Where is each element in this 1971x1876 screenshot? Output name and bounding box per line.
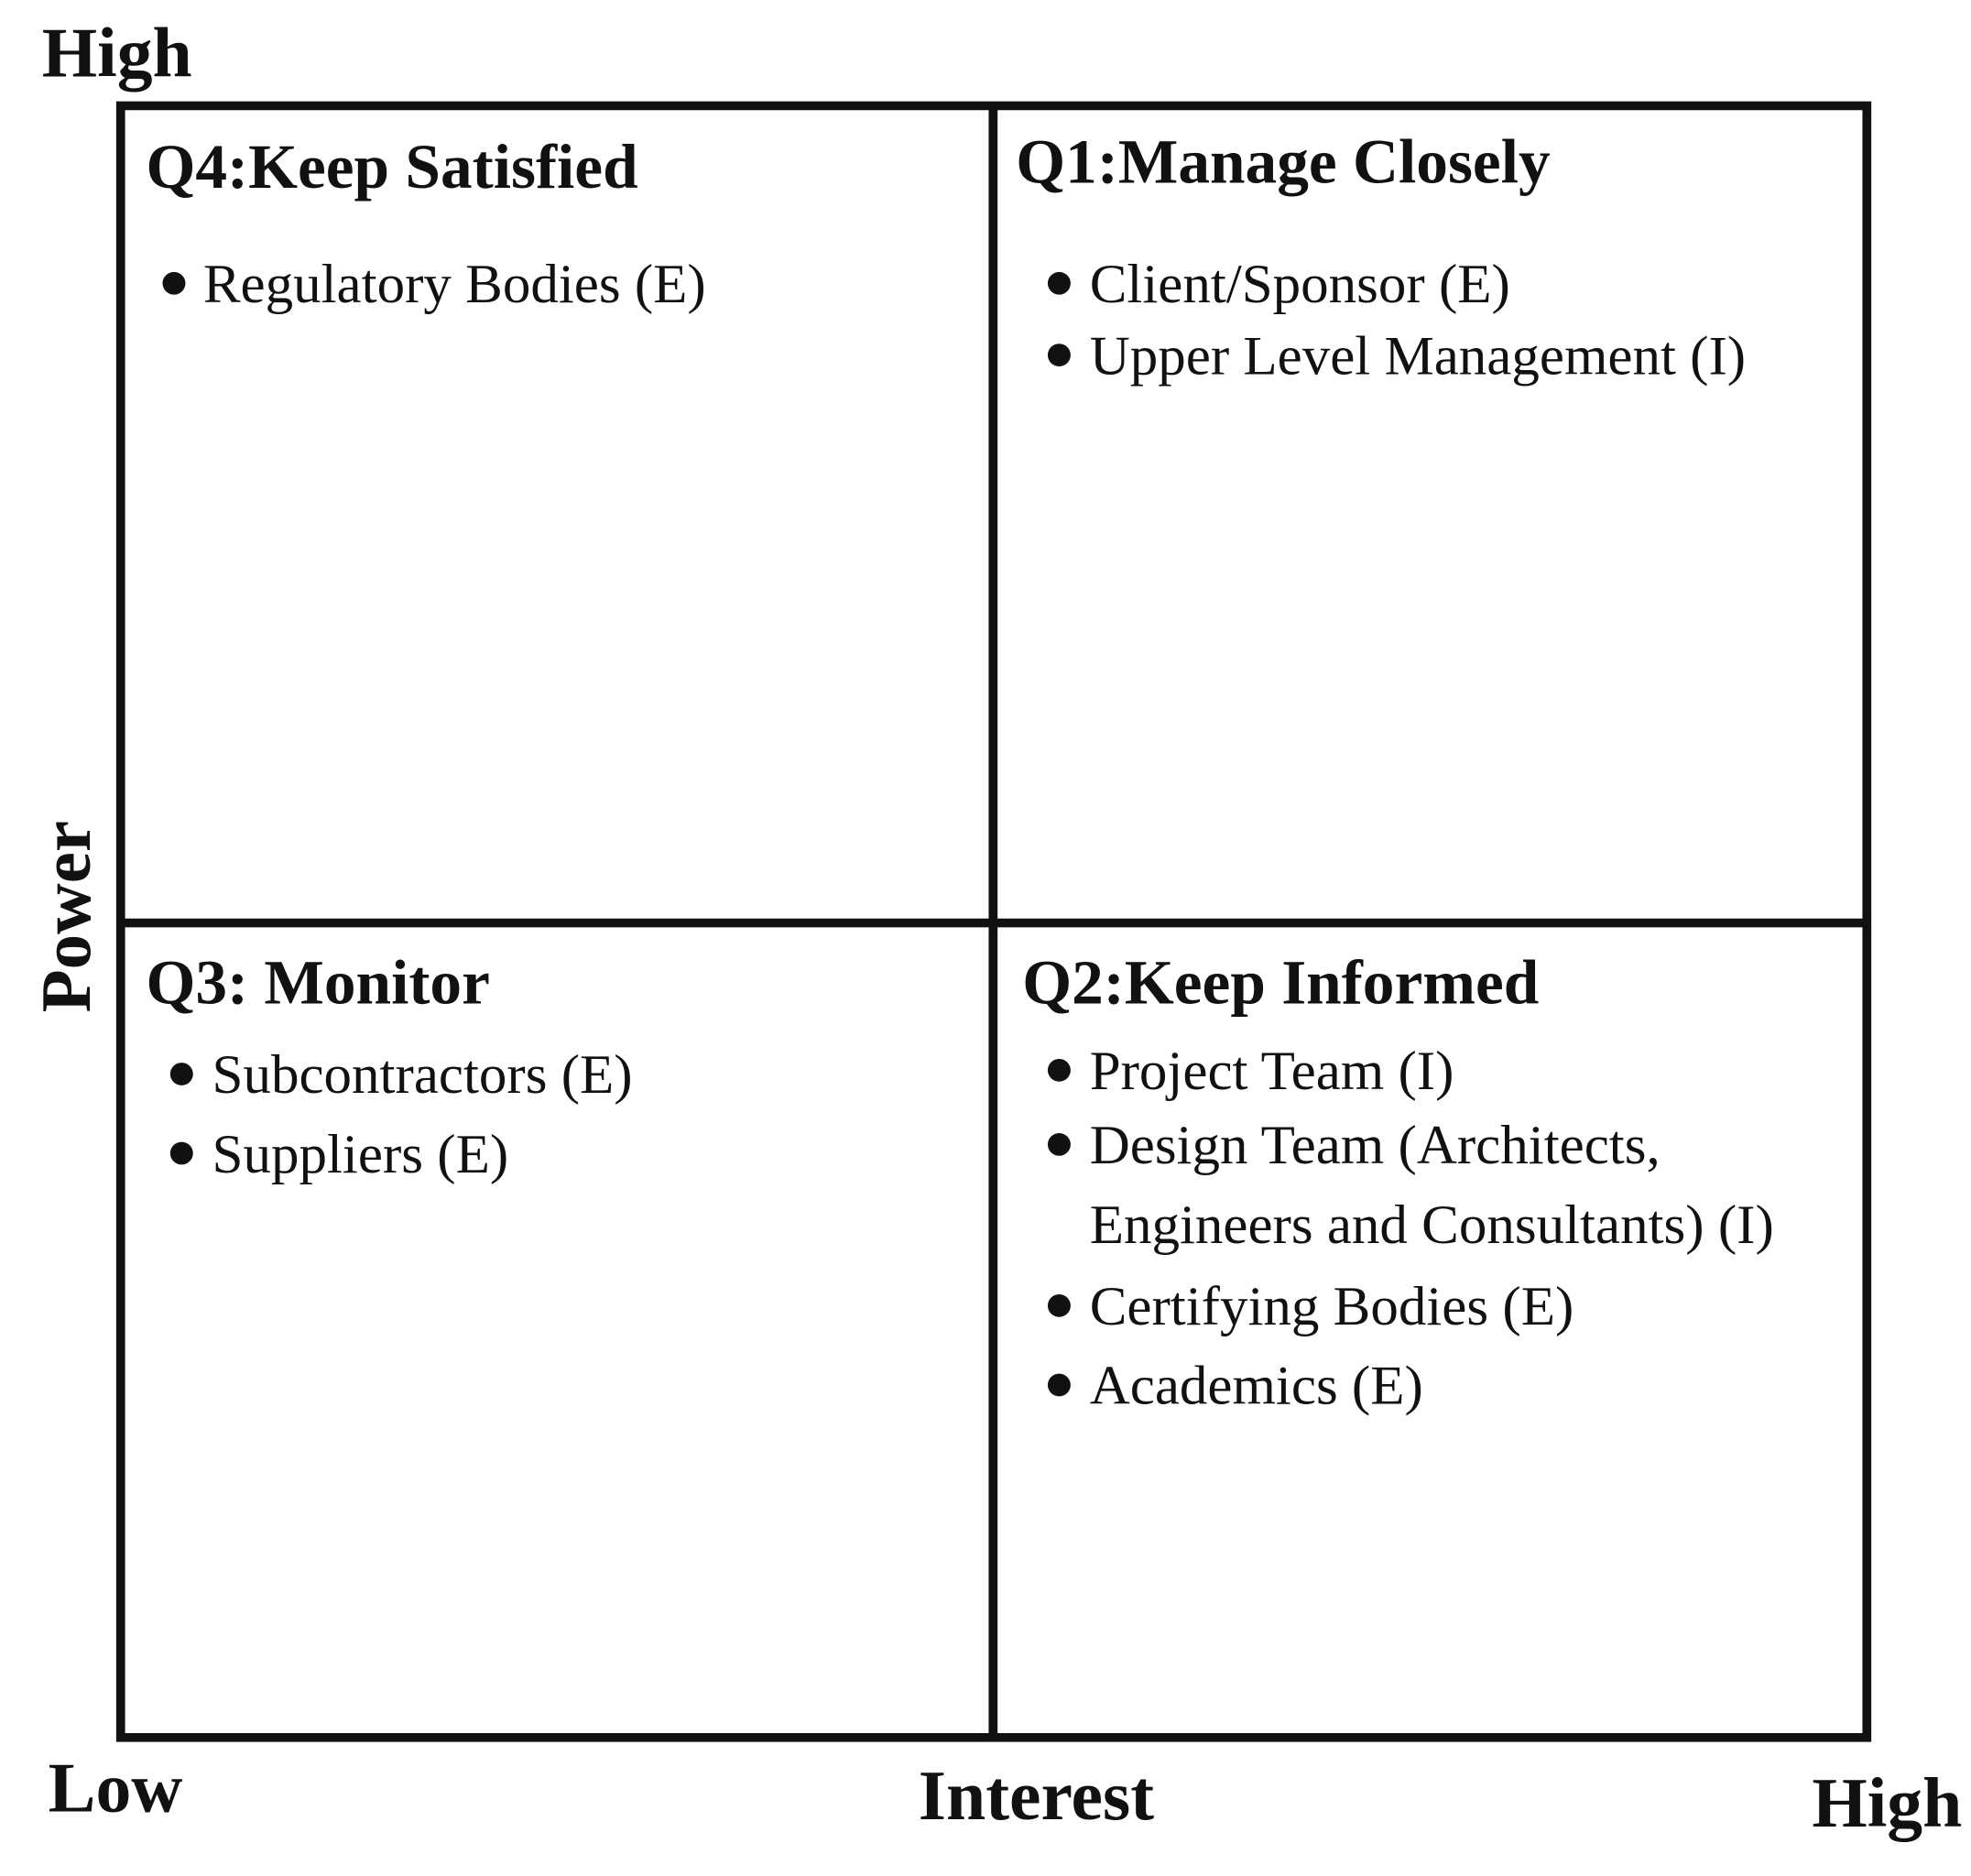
quadrant-item: Design Team (Architects, — [1090, 1115, 1661, 1176]
bullet — [169, 1063, 193, 1085]
quadrant-title: Q3: Monitor — [146, 947, 489, 1018]
bullet — [1047, 344, 1071, 366]
y-high-label: High — [42, 14, 192, 93]
quadrant-item: Academics (E) — [1090, 1356, 1423, 1417]
quadrant-item: Engineers and Consultants) (I) — [1090, 1194, 1774, 1256]
y-axis-label: Power — [27, 821, 105, 1012]
bullet — [1047, 271, 1071, 295]
bullet — [1047, 1058, 1071, 1082]
x-high-label: High — [1812, 1763, 1962, 1842]
quadrant-item: Regulatory Bodies (E) — [203, 254, 706, 315]
quadrant-item: Suppliers (E) — [212, 1124, 509, 1185]
bullet — [1047, 1373, 1071, 1397]
x-axis-label: Interest — [919, 1756, 1155, 1835]
quadrant-title: Q1:Manage Closely — [1016, 126, 1550, 197]
bullet — [169, 1141, 193, 1165]
bullet — [1047, 1293, 1071, 1317]
quadrant-item: Certifying Bodies (E) — [1090, 1276, 1574, 1337]
bullet — [1047, 1133, 1071, 1156]
quadrant-item: Upper Level Management (I) — [1090, 326, 1746, 387]
quadrant-item: Project Team (I) — [1090, 1041, 1454, 1102]
x-low-label: Low — [49, 1749, 183, 1827]
quadrant-title: Q2:Keep Informed — [1022, 947, 1539, 1018]
quadrant-item: Client/Sponsor (E) — [1090, 254, 1510, 315]
quadrant-title: Q4:Keep Satisfied — [146, 131, 637, 202]
bullet — [162, 271, 186, 295]
quadrant-item: Subcontractors (E) — [212, 1044, 633, 1106]
